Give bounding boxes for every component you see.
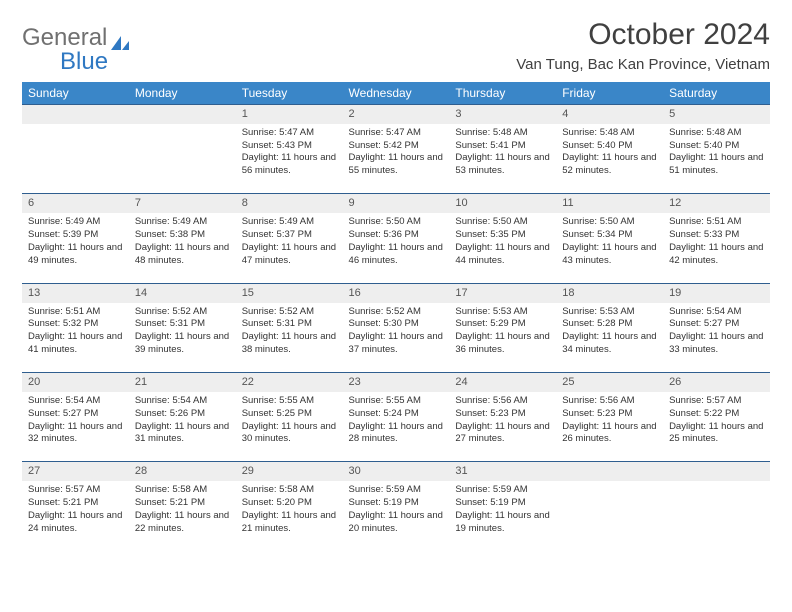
day-content-row: Sunrise: 5:47 AMSunset: 5:43 PMDaylight:… <box>22 124 770 194</box>
day-number-cell <box>129 105 236 124</box>
location-text: Van Tung, Bac Kan Province, Vietnam <box>516 56 770 73</box>
day-number-cell: 25 <box>556 373 663 392</box>
day-number-cell: 21 <box>129 373 236 392</box>
day-number-cell: 19 <box>663 283 770 302</box>
day-number-row: 13141516171819 <box>22 283 770 302</box>
title-block: October 2024 Van Tung, Bac Kan Province,… <box>516 18 770 73</box>
day-number-cell: 11 <box>556 194 663 213</box>
day-content-cell: Sunrise: 5:54 AMSunset: 5:27 PMDaylight:… <box>663 303 770 373</box>
day-content-cell: Sunrise: 5:47 AMSunset: 5:43 PMDaylight:… <box>236 124 343 194</box>
day-content-cell: Sunrise: 5:55 AMSunset: 5:24 PMDaylight:… <box>343 392 450 462</box>
day-number-cell: 9 <box>343 194 450 213</box>
day-content-cell: Sunrise: 5:58 AMSunset: 5:21 PMDaylight:… <box>129 481 236 551</box>
day-number-cell <box>22 105 129 124</box>
day-number-cell: 6 <box>22 194 129 213</box>
day-content-cell <box>556 481 663 551</box>
day-number-cell: 28 <box>129 462 236 481</box>
day-number-cell: 15 <box>236 283 343 302</box>
day-content-cell: Sunrise: 5:55 AMSunset: 5:25 PMDaylight:… <box>236 392 343 462</box>
day-content-row: Sunrise: 5:54 AMSunset: 5:27 PMDaylight:… <box>22 392 770 462</box>
weekday-header-row: Sunday Monday Tuesday Wednesday Thursday… <box>22 82 770 105</box>
day-number-row: 2728293031 <box>22 462 770 481</box>
weekday-header: Sunday <box>22 82 129 105</box>
day-number-cell: 13 <box>22 283 129 302</box>
day-content-row: Sunrise: 5:57 AMSunset: 5:21 PMDaylight:… <box>22 481 770 551</box>
day-content-cell <box>129 124 236 194</box>
day-content-cell: Sunrise: 5:57 AMSunset: 5:22 PMDaylight:… <box>663 392 770 462</box>
day-number-cell: 7 <box>129 194 236 213</box>
page-header: GeneralBlue October 2024 Van Tung, Bac K… <box>22 18 770 76</box>
day-number-cell <box>663 462 770 481</box>
day-number-cell: 20 <box>22 373 129 392</box>
calendar-table: Sunday Monday Tuesday Wednesday Thursday… <box>22 82 770 551</box>
day-content-cell: Sunrise: 5:59 AMSunset: 5:19 PMDaylight:… <box>343 481 450 551</box>
day-content-cell: Sunrise: 5:52 AMSunset: 5:31 PMDaylight:… <box>129 303 236 373</box>
day-number-cell: 31 <box>449 462 556 481</box>
month-title: October 2024 <box>516 18 770 52</box>
day-number-row: 12345 <box>22 105 770 124</box>
day-content-cell: Sunrise: 5:54 AMSunset: 5:27 PMDaylight:… <box>22 392 129 462</box>
day-content-cell: Sunrise: 5:58 AMSunset: 5:20 PMDaylight:… <box>236 481 343 551</box>
day-content-cell: Sunrise: 5:49 AMSunset: 5:37 PMDaylight:… <box>236 213 343 283</box>
day-content-cell: Sunrise: 5:47 AMSunset: 5:42 PMDaylight:… <box>343 124 450 194</box>
weekday-header: Wednesday <box>343 82 450 105</box>
day-number-cell: 8 <box>236 194 343 213</box>
day-number-cell: 14 <box>129 283 236 302</box>
day-number-cell: 5 <box>663 105 770 124</box>
day-number-cell: 16 <box>343 283 450 302</box>
day-number-cell: 1 <box>236 105 343 124</box>
day-number-cell: 10 <box>449 194 556 213</box>
weekday-header: Monday <box>129 82 236 105</box>
day-content-cell: Sunrise: 5:49 AMSunset: 5:39 PMDaylight:… <box>22 213 129 283</box>
day-content-cell: Sunrise: 5:49 AMSunset: 5:38 PMDaylight:… <box>129 213 236 283</box>
day-content-cell: Sunrise: 5:56 AMSunset: 5:23 PMDaylight:… <box>556 392 663 462</box>
day-content-cell: Sunrise: 5:52 AMSunset: 5:30 PMDaylight:… <box>343 303 450 373</box>
day-number-cell: 18 <box>556 283 663 302</box>
day-content-cell <box>663 481 770 551</box>
day-number-cell: 4 <box>556 105 663 124</box>
day-number-row: 20212223242526 <box>22 373 770 392</box>
day-number-cell: 30 <box>343 462 450 481</box>
day-number-cell: 29 <box>236 462 343 481</box>
day-number-cell: 17 <box>449 283 556 302</box>
day-number-cell: 27 <box>22 462 129 481</box>
day-content-cell: Sunrise: 5:51 AMSunset: 5:32 PMDaylight:… <box>22 303 129 373</box>
day-content-cell: Sunrise: 5:50 AMSunset: 5:36 PMDaylight:… <box>343 213 450 283</box>
day-content-cell: Sunrise: 5:48 AMSunset: 5:40 PMDaylight:… <box>663 124 770 194</box>
day-number-cell: 23 <box>343 373 450 392</box>
day-content-row: Sunrise: 5:51 AMSunset: 5:32 PMDaylight:… <box>22 303 770 373</box>
day-number-cell: 24 <box>449 373 556 392</box>
weekday-header: Tuesday <box>236 82 343 105</box>
weekday-header: Thursday <box>449 82 556 105</box>
day-content-cell <box>22 124 129 194</box>
day-number-cell: 26 <box>663 373 770 392</box>
day-content-cell: Sunrise: 5:54 AMSunset: 5:26 PMDaylight:… <box>129 392 236 462</box>
day-number-cell: 3 <box>449 105 556 124</box>
day-content-cell: Sunrise: 5:56 AMSunset: 5:23 PMDaylight:… <box>449 392 556 462</box>
day-content-row: Sunrise: 5:49 AMSunset: 5:39 PMDaylight:… <box>22 213 770 283</box>
day-content-cell: Sunrise: 5:48 AMSunset: 5:41 PMDaylight:… <box>449 124 556 194</box>
day-content-cell: Sunrise: 5:51 AMSunset: 5:33 PMDaylight:… <box>663 213 770 283</box>
day-content-cell: Sunrise: 5:53 AMSunset: 5:29 PMDaylight:… <box>449 303 556 373</box>
day-number-cell <box>556 462 663 481</box>
day-content-cell: Sunrise: 5:50 AMSunset: 5:34 PMDaylight:… <box>556 213 663 283</box>
day-number-row: 6789101112 <box>22 194 770 213</box>
weekday-header: Friday <box>556 82 663 105</box>
day-number-cell: 12 <box>663 194 770 213</box>
day-content-cell: Sunrise: 5:50 AMSunset: 5:35 PMDaylight:… <box>449 213 556 283</box>
day-content-cell: Sunrise: 5:53 AMSunset: 5:28 PMDaylight:… <box>556 303 663 373</box>
weekday-header: Saturday <box>663 82 770 105</box>
day-number-cell: 22 <box>236 373 343 392</box>
day-content-cell: Sunrise: 5:57 AMSunset: 5:21 PMDaylight:… <box>22 481 129 551</box>
day-content-cell: Sunrise: 5:59 AMSunset: 5:19 PMDaylight:… <box>449 481 556 551</box>
day-content-cell: Sunrise: 5:52 AMSunset: 5:31 PMDaylight:… <box>236 303 343 373</box>
day-number-cell: 2 <box>343 105 450 124</box>
logo: GeneralBlue <box>22 18 131 76</box>
day-content-cell: Sunrise: 5:48 AMSunset: 5:40 PMDaylight:… <box>556 124 663 194</box>
